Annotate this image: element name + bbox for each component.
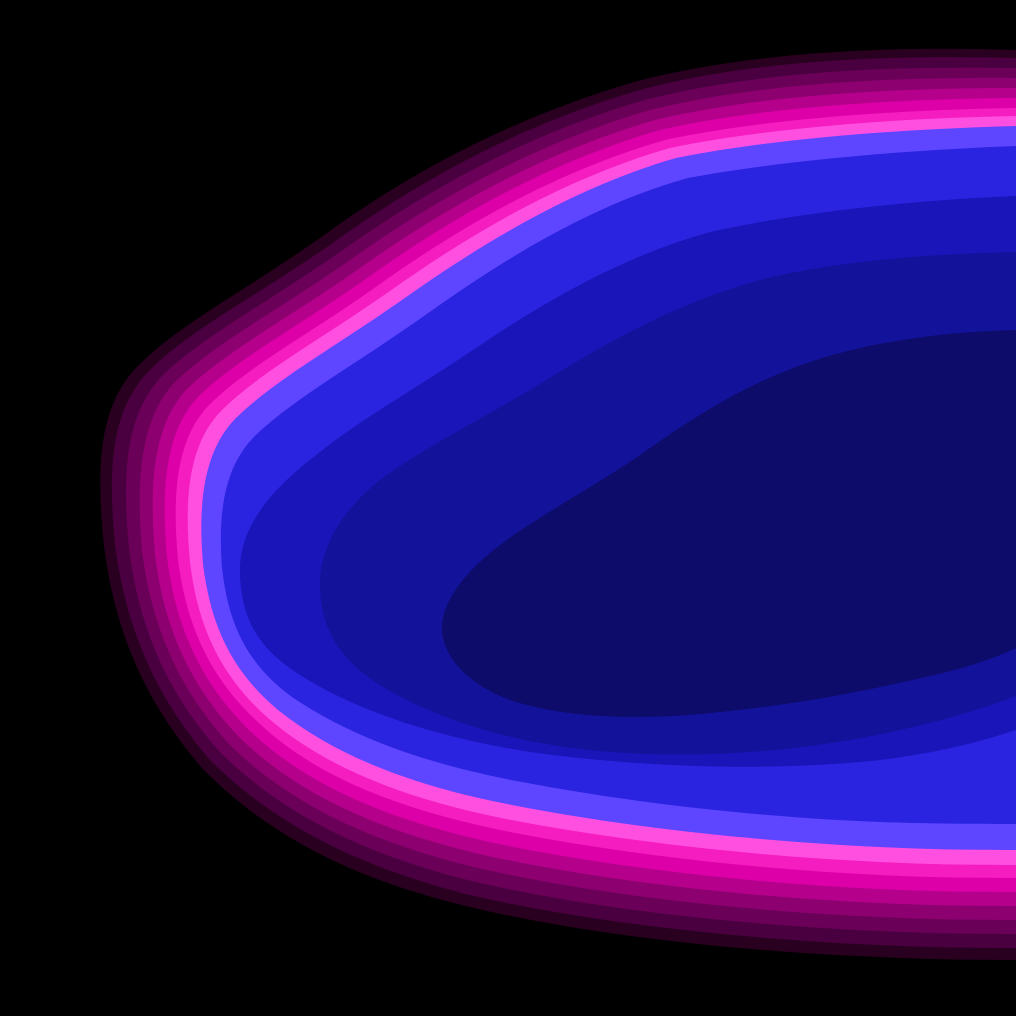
- band-core: [441, 330, 1016, 717]
- wave-bands: [100, 48, 1016, 961]
